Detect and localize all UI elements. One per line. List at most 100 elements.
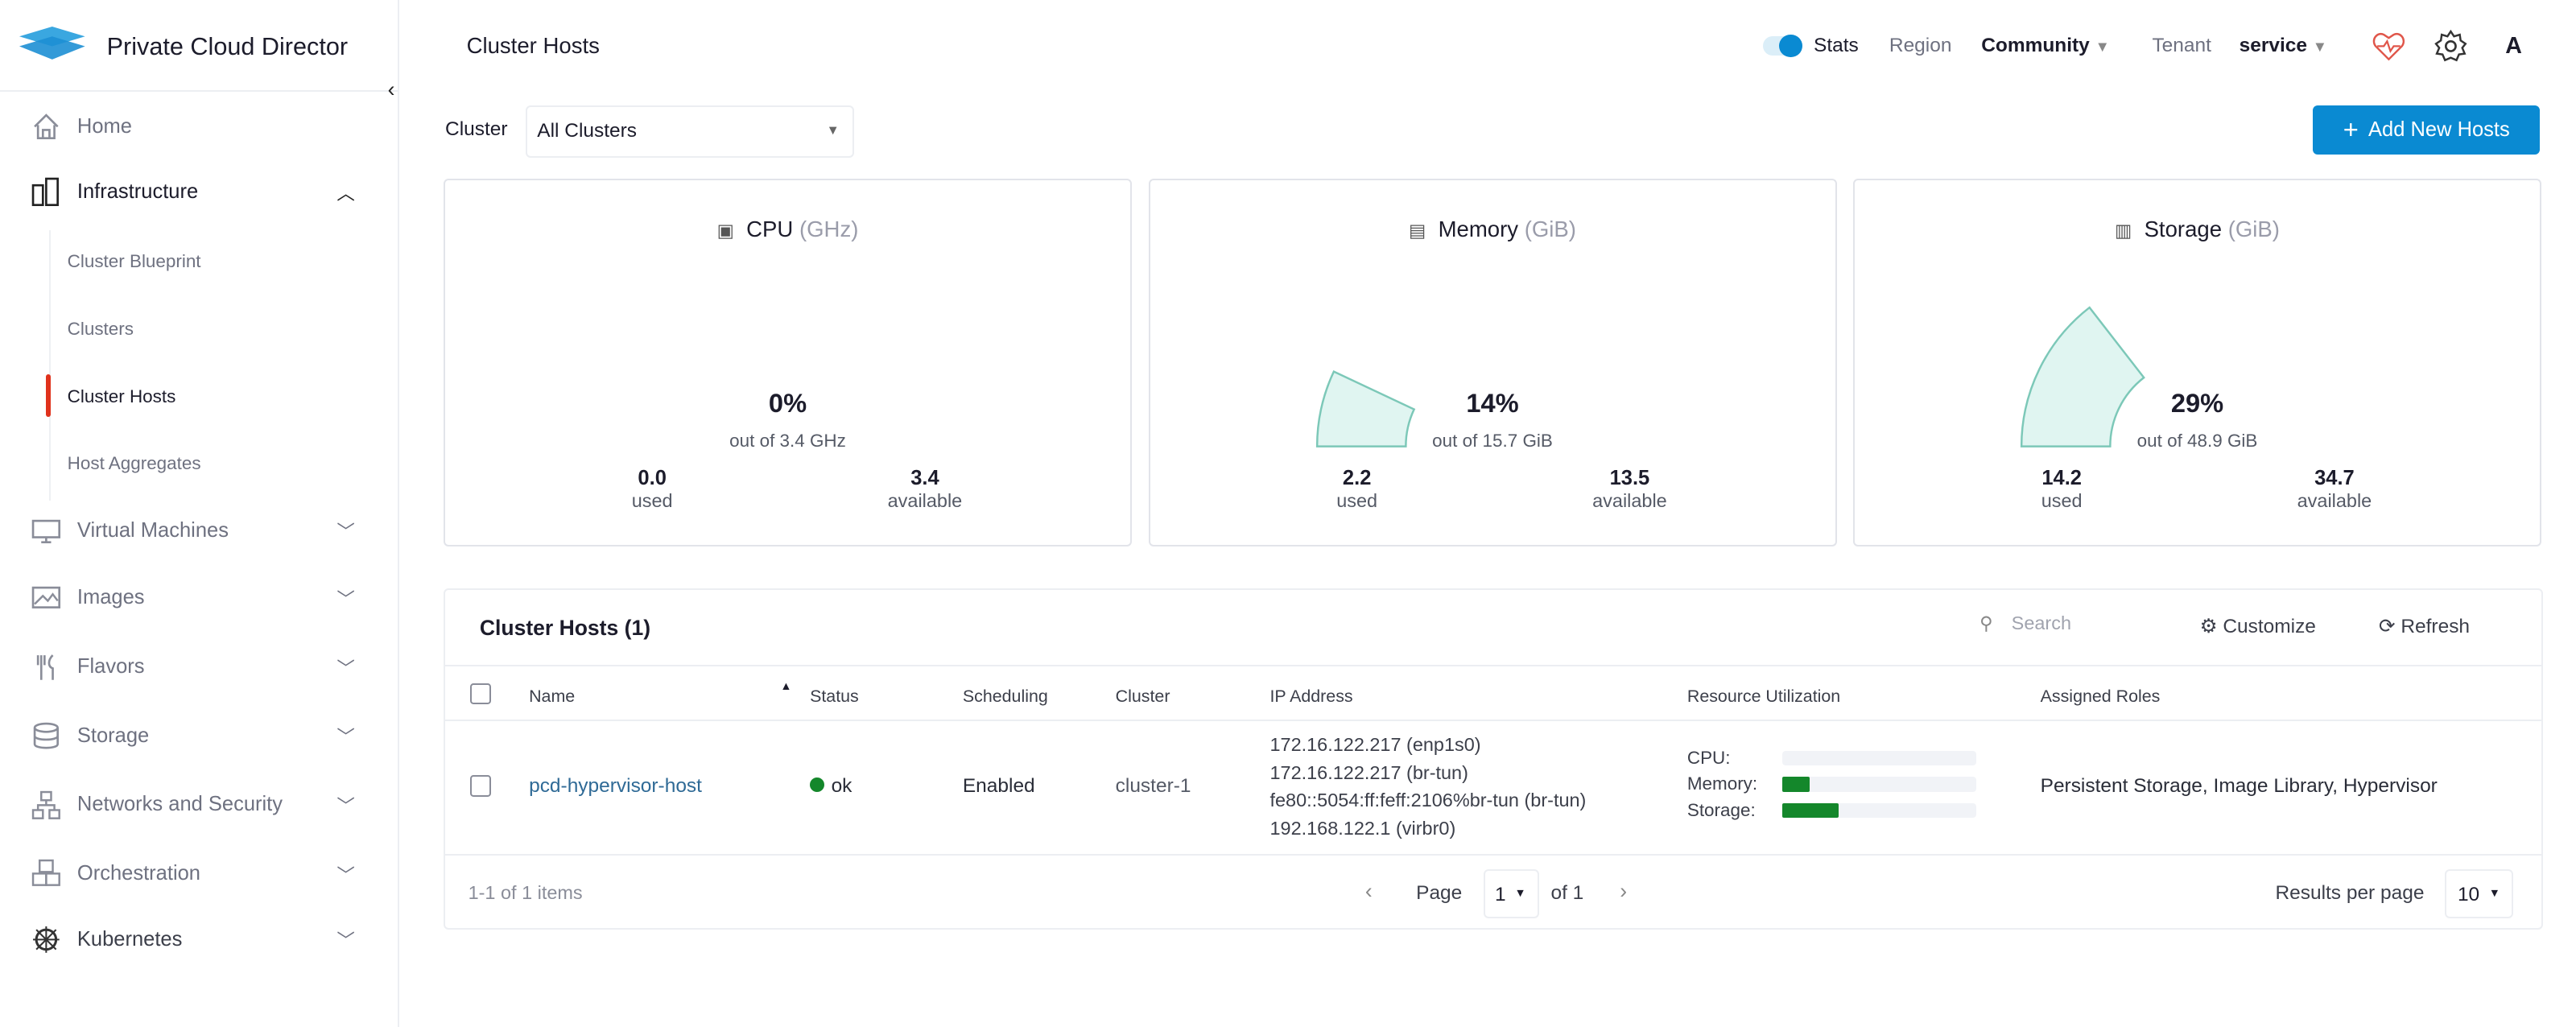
prev-page-icon[interactable]: ‹: [1364, 878, 1373, 903]
sidebar-item-virtual-machines[interactable]: Virtual Machines ﹀: [30, 511, 375, 551]
tenant-dropdown[interactable]: service ▼: [2240, 35, 2327, 57]
sidebar-item-cluster-blueprint[interactable]: Cluster Blueprint: [67, 251, 201, 272]
region-value: Community: [1981, 34, 2090, 56]
storage-percent: 29%: [2170, 387, 2224, 418]
host-name-link[interactable]: pcd-hypervisor-host: [529, 775, 702, 798]
column-name[interactable]: Name: [529, 687, 576, 706]
avatar[interactable]: A: [2505, 32, 2522, 59]
storage-util-bar: [1782, 802, 1977, 819]
sidebar-item-orchestration[interactable]: Orchestration ﹀: [30, 854, 375, 893]
sidebar-item-images[interactable]: Images ﹀: [30, 578, 375, 617]
sidebar-item-cluster-hosts[interactable]: Cluster Hosts: [67, 386, 176, 406]
sidebar-item-label: Home: [76, 114, 132, 138]
region-dropdown[interactable]: Community ▼: [1981, 35, 2110, 57]
row-checkbox[interactable]: [469, 775, 492, 797]
cluster-hosts-table: Cluster Hosts (1) ⚲ Search ⚙ Customize ⟳…: [444, 588, 2544, 930]
logo-icon: [19, 26, 86, 60]
sidebar-item-label: Kubernetes: [76, 927, 183, 951]
home-icon: [30, 110, 63, 143]
sidebar-item-kubernetes[interactable]: Kubernetes ﹀: [30, 920, 375, 959]
cpu-card-title: ▣ CPU (GHz): [716, 217, 859, 242]
search-icon: ⚲: [1979, 613, 1993, 634]
chevron-down-icon: ﹀: [336, 727, 355, 748]
heart-pulse-icon[interactable]: [2372, 31, 2405, 61]
chevron-up-icon: ︿: [336, 183, 355, 204]
select-all-checkbox[interactable]: [469, 683, 492, 705]
memory-card: ▤ Memory (GiB) 14% out of 15.7 GiB 2.2 us…: [1148, 179, 1837, 547]
memory-util-label: Memory:: [1686, 773, 1758, 794]
sidebar-item-clusters[interactable]: Clusters: [67, 318, 134, 339]
storage-total: out of 48.9 GiB: [2136, 430, 2258, 451]
refresh-icon: ⟳: [2379, 616, 2396, 638]
sidebar-item-infrastructure[interactable]: Infrastructure ︿: [30, 172, 375, 212]
storage-card-title: ▥ Storage (GiB): [2115, 217, 2280, 242]
page-label: Page: [1416, 881, 1463, 904]
customize-button[interactable]: ⚙ Customize: [2199, 616, 2316, 638]
sidebar-item-storage[interactable]: Storage ﹀: [30, 716, 375, 756]
cpu-total: out of 3.4 GHz: [729, 430, 846, 451]
storage-icon: ▥: [2115, 221, 2132, 241]
column-ip-address[interactable]: IP Address: [1269, 687, 1353, 706]
search-input[interactable]: ⚲ Search: [1979, 612, 2160, 642]
stats-toggle[interactable]: [1762, 34, 1802, 58]
memory-used: 2.2 used: [1336, 466, 1378, 511]
memory-percent: 14%: [1466, 387, 1519, 418]
cpu-icon: ▣: [716, 221, 734, 241]
add-new-hosts-button[interactable]: + Add New Hosts: [2313, 105, 2541, 155]
sidebar-item-label: Orchestration: [76, 862, 200, 885]
refresh-button[interactable]: ⟳ Refresh: [2379, 616, 2471, 638]
column-assigned-roles[interactable]: Assigned Roles: [2040, 687, 2161, 706]
ip-address: 172.16.122.217 (br-tun): [1269, 761, 1468, 783]
kubernetes-icon: [30, 923, 63, 956]
sidebar: Private Cloud Director ‹ Home Infrastruc…: [0, 0, 399, 1027]
column-status[interactable]: Status: [810, 687, 859, 706]
ip-address-list: 172.16.122.217 (enp1s0) 172.16.122.217 (…: [1269, 731, 1586, 843]
chevron-down-icon: ﹀: [336, 795, 355, 816]
chevron-down-icon: ﹀: [336, 522, 355, 542]
page-title: Cluster Hosts: [466, 32, 600, 58]
memory-util-bar: [1782, 777, 1977, 792]
sidebar-item-networks-and-security[interactable]: Networks and Security ﹀: [30, 786, 375, 825]
stats-label: Stats: [1814, 34, 1859, 56]
memory-util-fill: [1782, 777, 1810, 792]
items-count: 1-1 of 1 items: [468, 881, 583, 903]
sidebar-item-label: Virtual Machines: [76, 518, 229, 542]
cpu-used: 0.0 used: [631, 466, 673, 511]
cpu-available: 3.4 available: [887, 466, 963, 511]
resource-utilization: CPU: Memory: Storage:: [1687, 748, 1983, 830]
memory-card-title: ▤ Memory (GiB): [1409, 217, 1576, 242]
image-icon: [30, 581, 63, 614]
chevron-down-icon: ﹀: [336, 864, 355, 885]
cluster-filter-select[interactable]: All Clusters ▼: [526, 105, 855, 158]
collapse-sidebar-icon[interactable]: ‹: [387, 76, 395, 101]
column-cluster[interactable]: Cluster: [1115, 687, 1170, 706]
column-resource-utilization[interactable]: Resource Utilization: [1686, 687, 1841, 706]
cpu-card: ▣ CPU (GHz) 0% out of 3.4 GHz 0.0 used 3.…: [444, 179, 1133, 547]
gear-icon[interactable]: [2434, 29, 2468, 63]
storage-util-fill: [1782, 802, 1839, 819]
sidebar-item-home[interactable]: Home: [30, 107, 375, 146]
next-page-icon[interactable]: ›: [1620, 878, 1628, 903]
server-icon: [30, 175, 63, 208]
results-per-page-label: Results per page: [2275, 881, 2425, 904]
memory-gauge-fill: [1315, 370, 1415, 448]
column-scheduling[interactable]: Scheduling: [962, 687, 1048, 706]
sidebar-item-label: Storage: [76, 724, 150, 747]
plus-icon: +: [2343, 114, 2359, 145]
app-title: Private Cloud Director: [106, 32, 349, 60]
assigned-roles: Persistent Storage, Image Library, Hyper…: [2040, 775, 2438, 798]
page-select[interactable]: 1 ▼: [1483, 868, 1540, 918]
cpu-util-bar: [1782, 750, 1977, 765]
sidebar-item-label: Networks and Security: [76, 793, 283, 816]
sort-asc-icon[interactable]: ▲: [780, 679, 792, 693]
ip-address: 192.168.122.1 (virbr0): [1269, 818, 1456, 839]
sidebar-item-flavors[interactable]: Flavors ﹀: [30, 647, 375, 687]
table-row[interactable]: pcd-hypervisor-host ok Enabled cluster-1…: [445, 720, 2542, 856]
results-per-page-select[interactable]: 10 ▼: [2444, 868, 2514, 918]
monitor-icon: [30, 514, 63, 547]
sidebar-item-host-aggregates[interactable]: Host Aggregates: [67, 453, 201, 474]
cubes-icon: [30, 857, 63, 890]
caret-down-icon: ▼: [2312, 37, 2327, 55]
search-placeholder: Search: [2011, 612, 2071, 634]
database-icon: [30, 720, 63, 753]
